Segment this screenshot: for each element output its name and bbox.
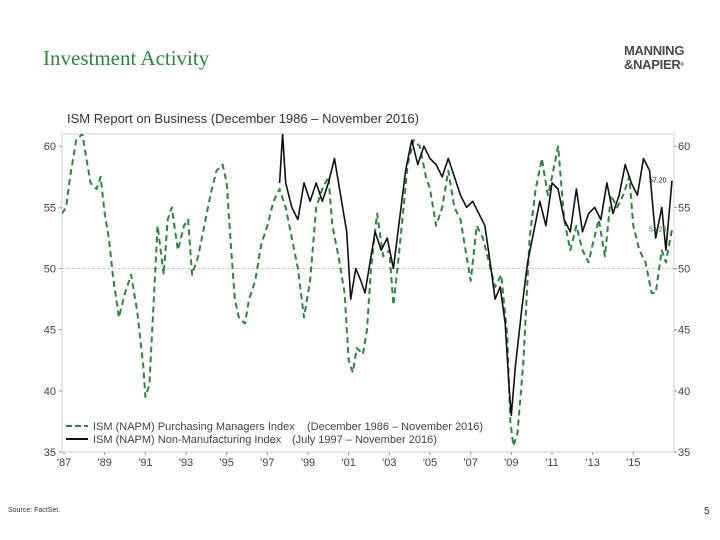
y-tick-label-left: 60 [44, 141, 56, 153]
x-tick-label: '11 [545, 457, 559, 469]
x-tick-label: '09 [504, 457, 518, 469]
y-tick-label-left: 40 [44, 386, 56, 398]
x-tick-label: '99 [301, 457, 315, 469]
y-tick-label-right: 35 [678, 447, 690, 459]
y-tick-label-left: 45 [44, 325, 56, 337]
x-tick-label: '01 [342, 457, 356, 469]
legend-nmi-label: ISM (NAPM) Non-Manufacturing Index [93, 434, 282, 446]
y-tick-label-right: 45 [678, 325, 690, 337]
chart-title: ISM Report on Business (December 1986 – … [67, 111, 419, 126]
legend-nmi-period: (July 1997 – November 2016) [292, 434, 437, 446]
y-tick-label-right: 50 [678, 264, 690, 276]
legend-pmi-period: (December 1986 – November 2016) [307, 421, 483, 433]
y-tick-label-left: 55 [44, 202, 56, 214]
y-tick-label-left: 50 [44, 264, 56, 276]
x-tick-label: '07 [464, 457, 478, 469]
x-tick-label: '03 [382, 457, 396, 469]
nmi-end-value-label: 57.20 [649, 177, 667, 184]
x-tick-label: '87 [57, 457, 71, 469]
nmi-series-line [278, 134, 673, 417]
y-tick-label-right: 40 [678, 386, 690, 398]
legend-pmi-label: ISM (NAPM) Purchasing Managers Index [93, 421, 295, 433]
y-tick-label-right: 55 [678, 202, 690, 214]
x-tick-label: '97 [260, 457, 274, 469]
x-tick-label: '13 [585, 457, 599, 469]
x-tick-label: '05 [423, 457, 437, 469]
logo-line-2: &NAPIER® [624, 57, 684, 72]
x-tick-label: '15 [626, 457, 640, 469]
page-number: 5 [704, 506, 710, 517]
plot-frame [61, 133, 675, 453]
x-tick-label: '89 [98, 457, 112, 469]
x-tick-label: '95 [220, 457, 234, 469]
y-tick-label-right: 60 [678, 141, 690, 153]
y-tick-label-left: 35 [44, 447, 56, 459]
x-tick-label: '91 [138, 457, 152, 469]
pmi-series-line [62, 134, 673, 447]
logo-line-1: MANNING [624, 43, 685, 58]
source-note: Source: FactSet. [8, 507, 61, 514]
pmi-end-value-label: 53.20 [649, 226, 667, 233]
company-logo: MANNING &NAPIER® [624, 44, 694, 72]
x-tick-label: '93 [179, 457, 193, 469]
slide-title: Investment Activity [43, 46, 210, 70]
